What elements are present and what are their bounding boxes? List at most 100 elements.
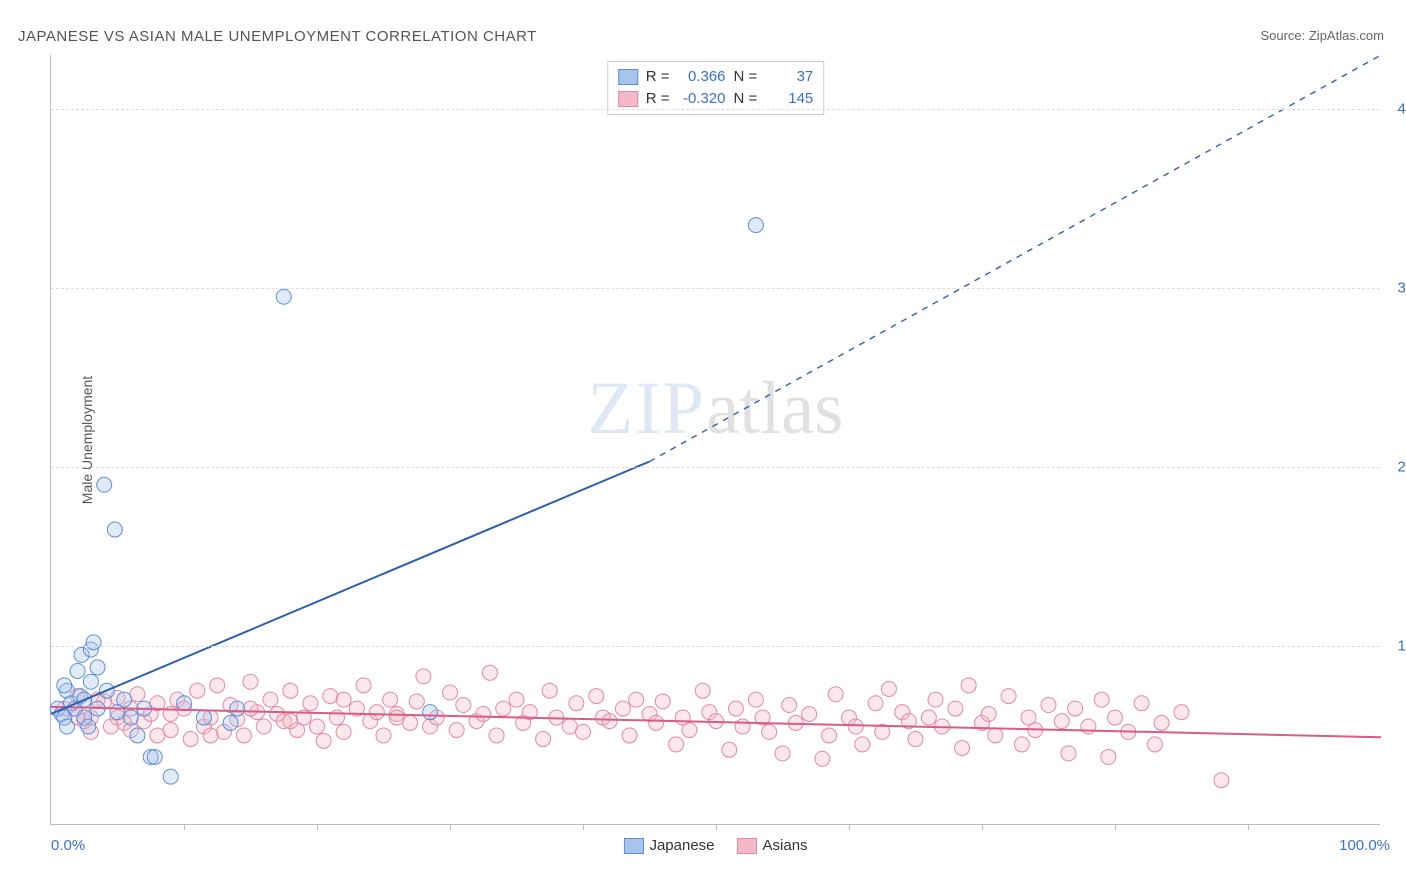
x-axis-min-label: 0.0% [51,837,85,854]
scatter-point [236,728,251,743]
scatter-point [722,742,737,757]
scatter-point [1014,737,1029,752]
scatter-point [728,701,743,716]
scatter-point [1108,710,1123,725]
scatter-point [456,698,471,713]
scatter-point [855,737,870,752]
scatter-point [86,635,101,650]
y-tick-label: 30.0% [1397,279,1406,296]
scatter-point [1081,719,1096,734]
legend-label-asians: Asians [763,837,808,854]
scatter-point [316,733,331,748]
x-tick [716,824,717,830]
scatter-point [908,732,923,747]
trend-line [51,461,650,713]
scatter-point [509,692,524,707]
scatter-point [928,692,943,707]
scatter-point [762,724,777,739]
x-tick [1115,824,1116,830]
scatter-point [1094,692,1109,707]
gridline [51,109,1380,110]
scatter-point [243,674,258,689]
scatter-point [1101,749,1116,764]
scatter-point [283,683,298,698]
scatter-point [310,719,325,734]
scatter-point [57,678,72,693]
scatter-point [622,728,637,743]
scatter-point [163,723,178,738]
scatter-point [203,728,218,743]
scatter-point [230,701,245,716]
scatter-point [542,683,557,698]
scatter-point [682,723,697,738]
scatter-point [263,692,278,707]
scatter-point [243,701,258,716]
scatter-point [615,701,630,716]
scatter-point [336,692,351,707]
scatter-point [283,714,298,729]
scatter-point [802,706,817,721]
x-tick [317,824,318,830]
scatter-point [948,701,963,716]
source-link[interactable]: ZipAtlas.com [1309,28,1384,43]
scatter-point [536,732,551,747]
gridline [51,467,1380,468]
scatter-point [196,710,211,725]
scatter-point [868,696,883,711]
scatter-point [123,710,138,725]
scatter-point [1154,715,1169,730]
scatter-point [775,746,790,761]
scatter-point [449,723,464,738]
y-tick-label: 20.0% [1397,458,1406,475]
scatter-point [1068,701,1083,716]
scatter-point [695,683,710,698]
scatter-point [130,687,145,702]
y-tick-label: 40.0% [1397,100,1406,117]
scatter-point [649,715,664,730]
scatter-point [669,737,684,752]
scatter-point [735,719,750,734]
scatter-point [369,705,384,720]
x-tick [184,824,185,830]
scatter-point [848,719,863,734]
scatter-point [961,678,976,693]
x-tick [982,824,983,830]
scatter-point [476,706,491,721]
x-tick [1248,824,1249,830]
scatter-point [177,696,192,711]
scatter-point [496,701,511,716]
legend-item-japanese: Japanese [623,837,714,854]
scatter-point [562,719,577,734]
chart-svg [51,55,1380,824]
scatter-point [376,728,391,743]
scatter-point [83,674,98,689]
scatter-point [602,714,617,729]
scatter-point [389,710,404,725]
scatter-point [416,669,431,684]
scatter-point [1147,737,1162,752]
scatter-point [130,728,145,743]
x-axis-max-label: 100.0% [1339,837,1390,854]
legend-swatch-asians [737,838,757,854]
scatter-point [356,678,371,693]
scatter-point [955,741,970,756]
scatter-point [303,696,318,711]
chart-title: JAPANESE VS ASIAN MALE UNEMPLOYMENT CORR… [18,28,537,45]
scatter-point [881,681,896,696]
scatter-point [569,696,584,711]
scatter-point [1134,696,1149,711]
scatter-point [489,728,504,743]
scatter-point [921,710,936,725]
gridline [51,646,1380,647]
scatter-point [988,728,1003,743]
legend-item-asians: Asians [737,837,808,854]
scatter-point [107,522,122,537]
scatter-point [629,692,644,707]
scatter-point [256,719,271,734]
scatter-point [276,289,291,304]
scatter-point [70,664,85,679]
scatter-point [748,692,763,707]
scatter-point [147,749,162,764]
gridline [51,288,1380,289]
scatter-point [1001,689,1016,704]
